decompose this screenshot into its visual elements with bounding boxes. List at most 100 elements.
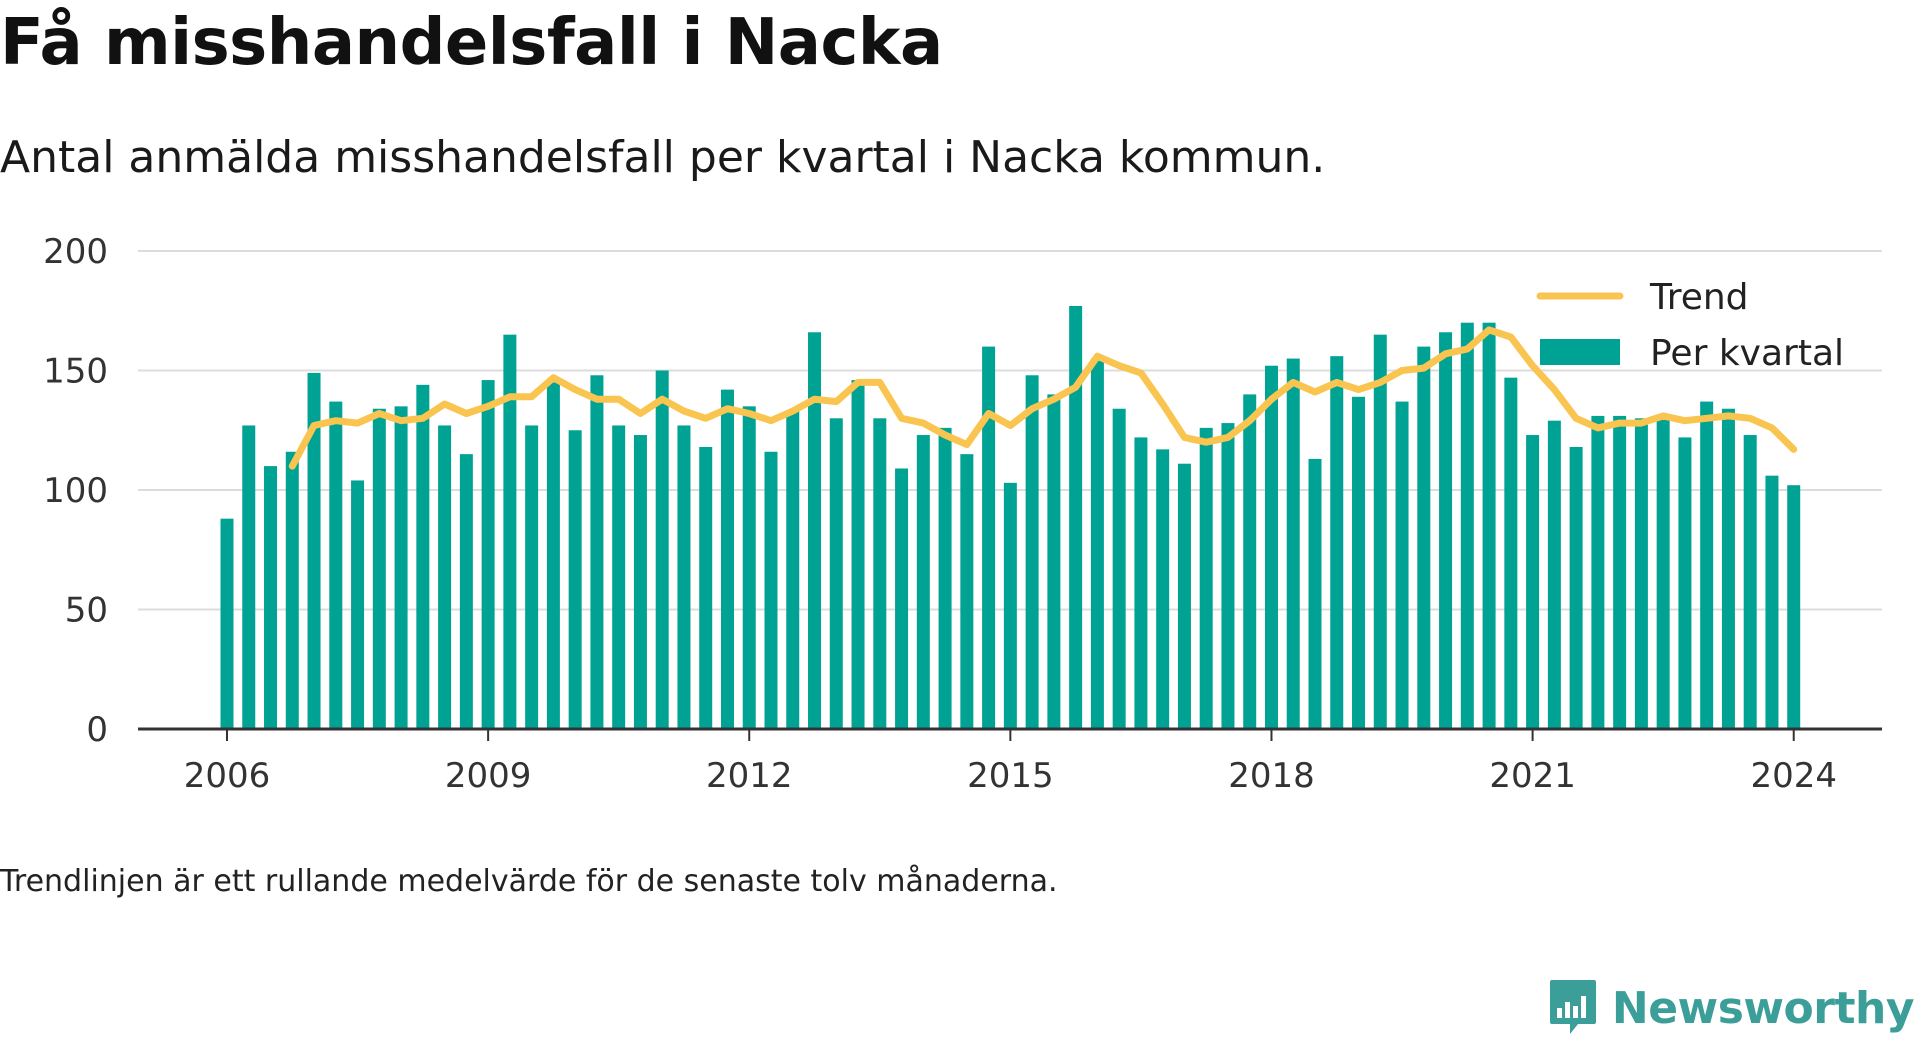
bars xyxy=(220,305,1801,729)
bar xyxy=(808,332,822,729)
footnote: Trendlinjen är ett rullande medelvärde f… xyxy=(0,864,1058,899)
bar xyxy=(1134,437,1148,729)
y-tick-label: 200 xyxy=(43,232,108,272)
bar xyxy=(568,430,582,729)
bar-line-chart: 0 50 100 150 200 2006 2009 2012 2015 2018 2021 202… xyxy=(43,232,1882,796)
y-tick-label: 0 xyxy=(86,710,108,750)
bar xyxy=(764,451,778,729)
bar xyxy=(720,389,734,729)
x-tick-label: 2024 xyxy=(1750,756,1837,796)
x-tick-label: 2021 xyxy=(1489,756,1576,796)
bar xyxy=(1243,394,1257,729)
chart-subtitle: Antal anmälda misshandelsfall per kvarta… xyxy=(0,132,1326,183)
bar xyxy=(1221,423,1235,729)
bar xyxy=(633,435,647,729)
bar xyxy=(590,375,604,729)
newsworthy-logo-icon xyxy=(1549,980,1596,1034)
bar xyxy=(1721,408,1735,729)
bar xyxy=(481,380,495,729)
bar xyxy=(1787,485,1801,729)
bar xyxy=(655,370,669,729)
trend-line-group xyxy=(288,326,1798,470)
y-tick-label: 100 xyxy=(43,471,108,511)
bar xyxy=(1308,458,1322,729)
bar xyxy=(1743,435,1757,729)
bar xyxy=(1439,332,1453,729)
bar xyxy=(1395,401,1409,729)
bar xyxy=(612,425,626,729)
bar xyxy=(851,380,865,729)
brand-logo: Newsworthy xyxy=(1548,978,1915,1038)
bar xyxy=(394,406,408,729)
bar xyxy=(1526,435,1540,729)
bar xyxy=(699,446,713,729)
bar xyxy=(503,334,517,729)
bar xyxy=(1047,394,1061,729)
bar xyxy=(1264,365,1278,729)
bar xyxy=(982,346,996,729)
bar xyxy=(351,480,365,729)
bar xyxy=(285,451,299,729)
y-axis-labels: 0 50 100 150 200 xyxy=(43,232,108,750)
bar xyxy=(264,466,278,729)
legend-label-trend: Trend xyxy=(1649,277,1749,318)
bar xyxy=(1352,396,1366,729)
bar xyxy=(1177,463,1191,729)
bar xyxy=(546,382,560,729)
bar xyxy=(829,418,843,729)
bar xyxy=(1591,415,1605,729)
x-tick-label: 2015 xyxy=(967,756,1054,796)
bar xyxy=(242,425,256,729)
bar xyxy=(1417,346,1431,729)
bar xyxy=(1460,322,1474,729)
x-tick-label: 2006 xyxy=(184,756,271,796)
legend-label-per-kvartal: Per kvartal xyxy=(1650,333,1844,374)
x-tick-label: 2012 xyxy=(706,756,793,796)
bar xyxy=(1373,334,1387,729)
bar xyxy=(416,384,430,729)
bar xyxy=(916,435,930,729)
bar xyxy=(677,425,691,729)
bar xyxy=(1569,446,1583,729)
bar xyxy=(786,411,800,729)
bar xyxy=(1613,415,1627,729)
bar xyxy=(329,401,343,729)
chart-title: Få misshandelsfall i Nacka xyxy=(0,6,943,80)
x-axis: 2006 2009 2012 2015 2018 2021 2024 xyxy=(138,727,1882,796)
bar xyxy=(1765,475,1779,729)
bar xyxy=(438,425,452,729)
x-tick-label: 2009 xyxy=(445,756,532,796)
bar xyxy=(525,425,539,729)
bar xyxy=(938,427,952,729)
bar xyxy=(1025,375,1039,729)
bar xyxy=(1156,449,1170,729)
x-tick-label: 2018 xyxy=(1228,756,1315,796)
bar xyxy=(1069,305,1083,729)
legend: Trend Per kvartal xyxy=(1536,277,1844,374)
bar xyxy=(459,454,473,729)
bar xyxy=(895,468,909,729)
bar xyxy=(372,408,386,729)
bar xyxy=(1547,420,1561,729)
bar xyxy=(1482,322,1496,729)
bar xyxy=(220,518,234,729)
bar xyxy=(1286,358,1300,729)
bar xyxy=(1199,427,1213,729)
bar xyxy=(1090,358,1104,729)
bar xyxy=(1112,408,1126,729)
y-tick-label: 50 xyxy=(65,591,108,631)
bar xyxy=(1656,418,1670,729)
bar xyxy=(1634,418,1648,729)
bar xyxy=(960,454,974,729)
bar xyxy=(1003,482,1017,729)
bar xyxy=(1330,356,1344,729)
legend-swatch-per-kvartal xyxy=(1540,339,1620,365)
trend-line xyxy=(288,326,1798,470)
bar xyxy=(742,406,756,729)
bar xyxy=(1700,401,1714,729)
y-tick-label: 150 xyxy=(43,352,108,392)
bar xyxy=(1504,377,1518,729)
bar xyxy=(1678,437,1692,729)
brand-name: Newsworthy xyxy=(1611,982,1915,1034)
bar xyxy=(873,418,887,729)
